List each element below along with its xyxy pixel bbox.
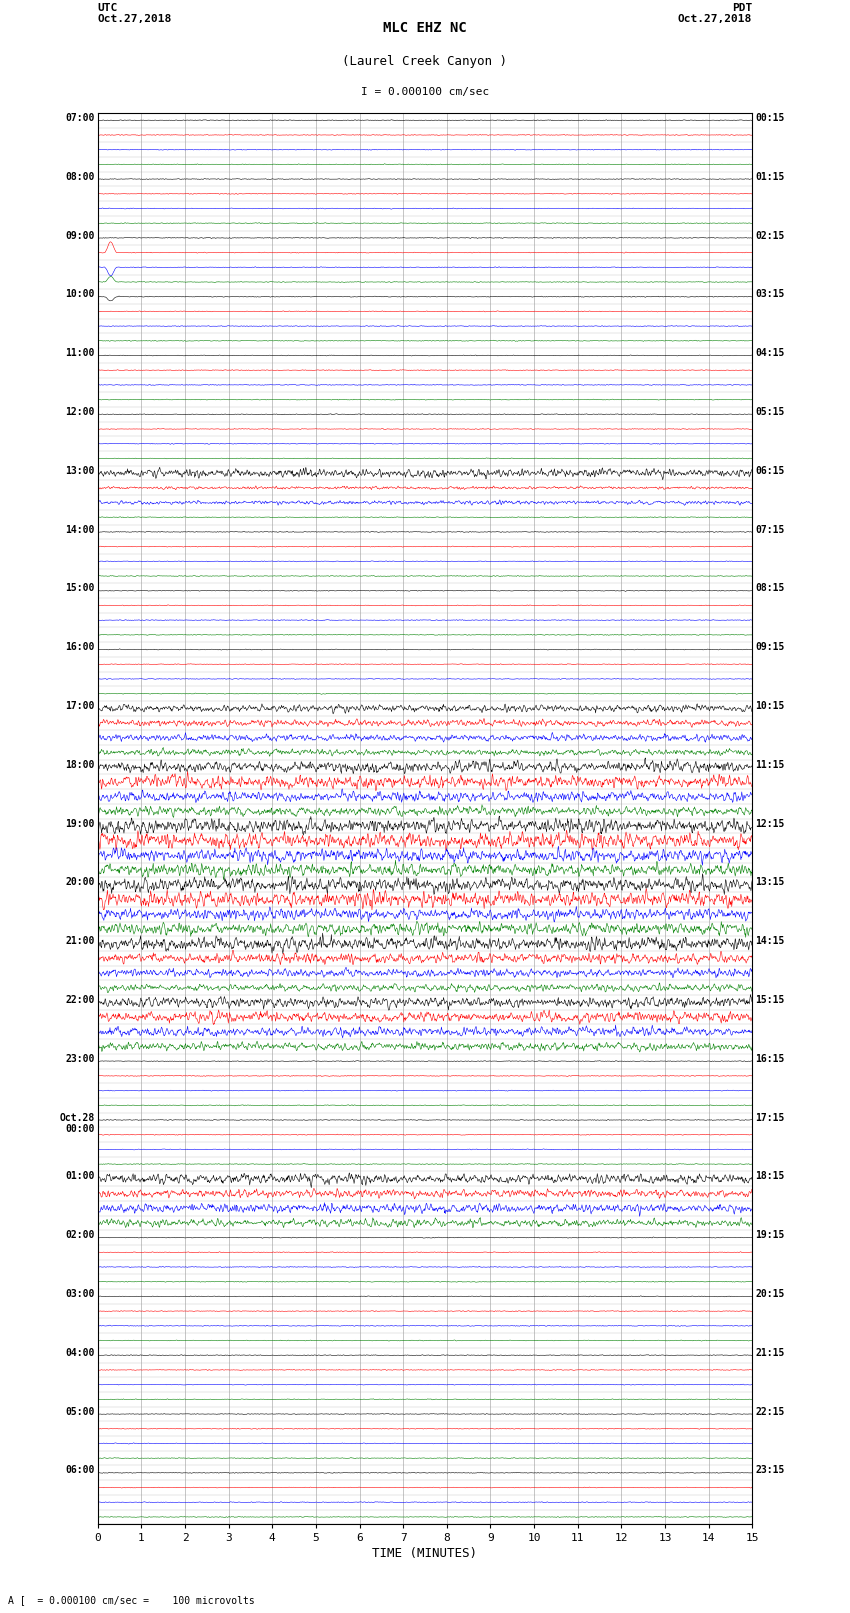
Text: 15:15: 15:15	[756, 995, 785, 1005]
Text: 07:15: 07:15	[756, 524, 785, 534]
Text: 06:15: 06:15	[756, 466, 785, 476]
Text: 04:00: 04:00	[65, 1348, 94, 1358]
Text: 02:00: 02:00	[65, 1231, 94, 1240]
Text: (Laurel Creek Canyon ): (Laurel Creek Canyon )	[343, 55, 507, 68]
Text: PDT
Oct.27,2018: PDT Oct.27,2018	[678, 3, 752, 24]
Text: 03:15: 03:15	[756, 289, 785, 300]
Text: 10:00: 10:00	[65, 289, 94, 300]
Text: 02:15: 02:15	[756, 231, 785, 240]
Text: 18:00: 18:00	[65, 760, 94, 769]
Text: 23:15: 23:15	[756, 1466, 785, 1476]
Text: 10:15: 10:15	[756, 702, 785, 711]
Text: 15:00: 15:00	[65, 584, 94, 594]
Text: 17:15: 17:15	[756, 1113, 785, 1123]
Text: Oct.28
00:00: Oct.28 00:00	[60, 1113, 94, 1134]
Text: 14:15: 14:15	[756, 936, 785, 947]
Text: 12:15: 12:15	[756, 819, 785, 829]
Text: 23:00: 23:00	[65, 1053, 94, 1065]
Text: 00:15: 00:15	[756, 113, 785, 123]
Text: UTC
Oct.27,2018: UTC Oct.27,2018	[98, 3, 172, 24]
Text: MLC EHZ NC: MLC EHZ NC	[383, 21, 467, 35]
Text: 01:15: 01:15	[756, 171, 785, 182]
Text: 03:00: 03:00	[65, 1289, 94, 1298]
Text: 21:15: 21:15	[756, 1348, 785, 1358]
Text: 13:00: 13:00	[65, 466, 94, 476]
Text: 13:15: 13:15	[756, 877, 785, 887]
Text: 05:15: 05:15	[756, 406, 785, 416]
Text: 04:15: 04:15	[756, 348, 785, 358]
Text: I = 0.000100 cm/sec: I = 0.000100 cm/sec	[361, 87, 489, 97]
Text: 12:00: 12:00	[65, 406, 94, 416]
Text: 09:15: 09:15	[756, 642, 785, 652]
Text: 19:00: 19:00	[65, 819, 94, 829]
Text: 01:00: 01:00	[65, 1171, 94, 1181]
Text: 08:00: 08:00	[65, 171, 94, 182]
Text: 19:15: 19:15	[756, 1231, 785, 1240]
Text: 11:00: 11:00	[65, 348, 94, 358]
Text: 08:15: 08:15	[756, 584, 785, 594]
Text: 18:15: 18:15	[756, 1171, 785, 1181]
Text: 05:00: 05:00	[65, 1407, 94, 1416]
Text: 16:00: 16:00	[65, 642, 94, 652]
Text: 07:00: 07:00	[65, 113, 94, 123]
Text: 22:00: 22:00	[65, 995, 94, 1005]
Text: 17:00: 17:00	[65, 702, 94, 711]
X-axis label: TIME (MINUTES): TIME (MINUTES)	[372, 1547, 478, 1560]
Text: 09:00: 09:00	[65, 231, 94, 240]
Text: 20:00: 20:00	[65, 877, 94, 887]
Text: 20:15: 20:15	[756, 1289, 785, 1298]
Text: 06:00: 06:00	[65, 1466, 94, 1476]
Text: 21:00: 21:00	[65, 936, 94, 947]
Text: 11:15: 11:15	[756, 760, 785, 769]
Text: 14:00: 14:00	[65, 524, 94, 534]
Text: 22:15: 22:15	[756, 1407, 785, 1416]
Text: 16:15: 16:15	[756, 1053, 785, 1065]
Text: A [  = 0.000100 cm/sec =    100 microvolts: A [ = 0.000100 cm/sec = 100 microvolts	[8, 1595, 255, 1605]
